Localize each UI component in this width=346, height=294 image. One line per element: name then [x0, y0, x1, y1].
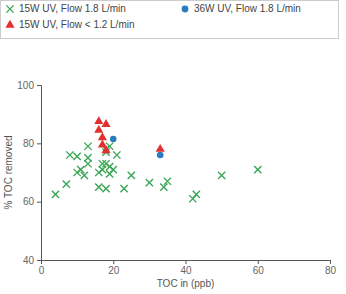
chart: 0 20 40 60 80 40 60 80 100 TOC in (ppb) % TOC remo…	[0, 0, 346, 294]
point	[95, 183, 102, 190]
legend-box	[1, 1, 339, 39]
point	[84, 154, 91, 161]
tick-mark	[113, 260, 114, 264]
tick: 80	[23, 138, 41, 149]
point	[110, 166, 117, 173]
point	[99, 160, 106, 167]
legend-label: 15W UV, Flow < 1.2 L/min	[19, 19, 135, 30]
tick-label: 80	[325, 265, 337, 276]
point	[101, 145, 110, 153]
point	[128, 172, 135, 179]
tick: 40	[23, 255, 41, 266]
tick-mark	[330, 260, 331, 264]
x-axis-title: TOC in (ppb)	[157, 278, 215, 289]
tick-mark	[37, 143, 41, 144]
tick-mark	[37, 260, 41, 261]
y-axis-title: % TOC removed	[3, 135, 14, 209]
point	[81, 172, 88, 179]
tick-label: 60	[23, 196, 35, 207]
y-axis: 40 60 80 100	[17, 80, 41, 266]
tick: 60	[253, 260, 265, 276]
tick-mark	[37, 202, 41, 203]
point	[63, 181, 70, 188]
point	[66, 151, 73, 158]
legend-marker	[182, 6, 189, 13]
point	[101, 119, 110, 127]
plot: 0 20 40 60 80 40 60 80 100	[17, 80, 336, 276]
tick-label: 0	[39, 265, 45, 276]
tick-label: 80	[23, 138, 35, 149]
point	[164, 178, 171, 185]
tick-label: 40	[180, 265, 192, 276]
point	[113, 151, 120, 158]
point	[120, 185, 127, 192]
legend-marker	[5, 20, 14, 28]
point	[102, 185, 109, 192]
tick-label: 20	[108, 265, 120, 276]
point	[110, 136, 117, 143]
legend-label: 15W UV, Flow 1.8 L/min	[19, 3, 126, 14]
point	[218, 172, 225, 179]
tick: 100	[17, 80, 41, 91]
point	[157, 152, 164, 159]
legend: 15W UV, Flow 1.8 L/min 36W UV, Flow 1.8 L…	[1, 1, 339, 39]
point	[94, 116, 103, 124]
tick: 40	[180, 260, 192, 276]
points	[52, 116, 262, 202]
tick-mark	[186, 260, 187, 264]
point	[52, 191, 59, 198]
point	[193, 191, 200, 198]
tick: 0	[39, 260, 45, 276]
tick-mark	[37, 85, 41, 86]
legend-marker	[6, 5, 13, 12]
tick: 80	[325, 260, 337, 276]
tick-mark	[258, 260, 259, 264]
tick-label: 60	[253, 265, 265, 276]
tick: 20	[108, 260, 120, 276]
axis-line	[37, 86, 42, 261]
legend-label: 36W UV, Flow 1.8 L/min	[194, 3, 301, 14]
point	[84, 143, 91, 150]
point	[156, 144, 165, 152]
axis-line	[42, 261, 331, 265]
point	[74, 153, 81, 160]
point	[98, 132, 107, 140]
tick-label: 100	[17, 80, 34, 91]
x-axis: 0 20 40 60 80	[39, 260, 337, 276]
tick-label: 40	[23, 255, 35, 266]
tick: 60	[23, 196, 41, 207]
point	[146, 179, 153, 186]
point	[254, 166, 261, 173]
